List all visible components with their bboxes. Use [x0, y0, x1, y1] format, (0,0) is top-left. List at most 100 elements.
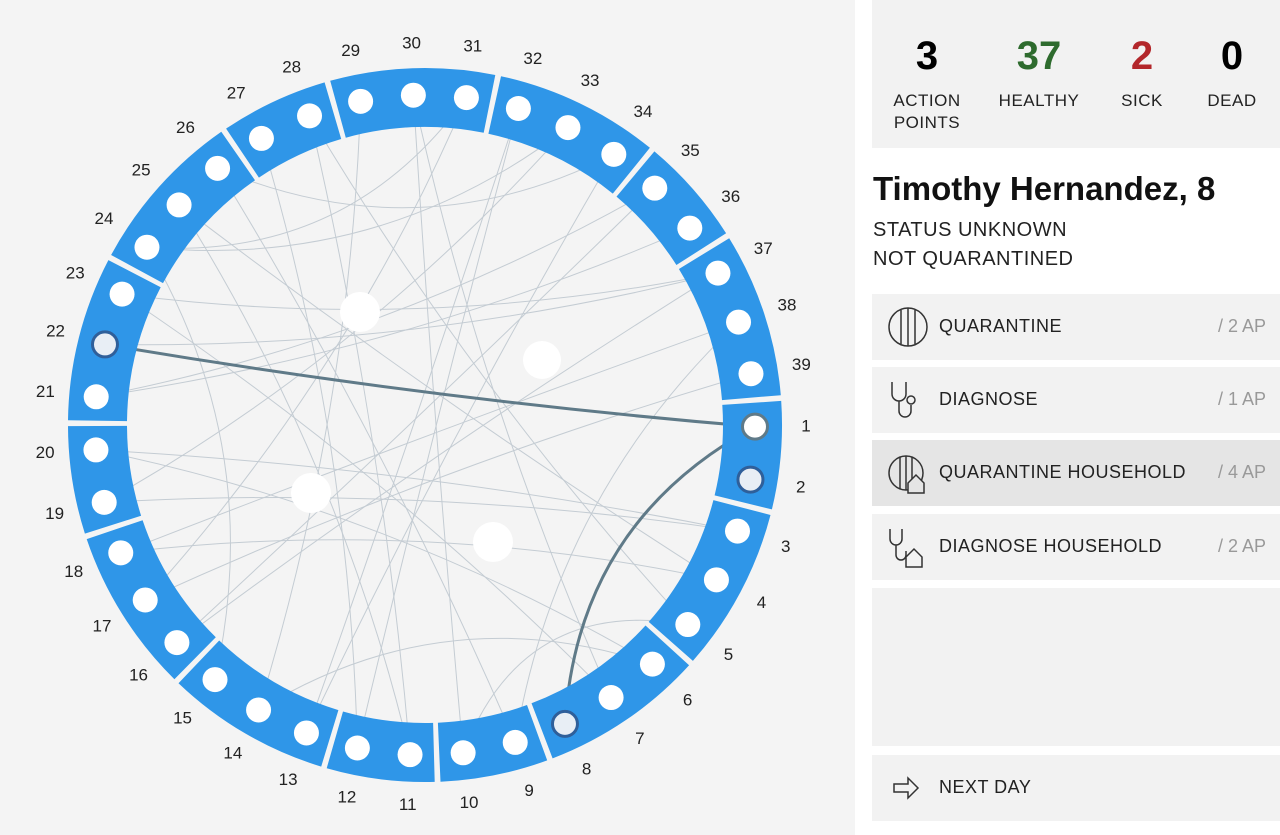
person-node[interactable] — [397, 742, 423, 768]
person-node[interactable] — [91, 489, 117, 515]
blob — [291, 473, 331, 513]
edge — [178, 204, 411, 755]
person-node[interactable] — [348, 88, 374, 114]
person-node[interactable] — [453, 85, 479, 111]
edge — [462, 619, 688, 753]
person-node[interactable] — [705, 260, 731, 286]
person-node[interactable] — [132, 587, 158, 613]
person-node[interactable] — [90, 330, 119, 359]
edge — [120, 321, 739, 554]
edge — [96, 227, 691, 398]
contact-edge — [104, 342, 756, 429]
action-label: DIAGNOSE — [939, 389, 1039, 409]
person-node[interactable] — [134, 234, 160, 260]
next-day-button[interactable]: NEXT DAY — [872, 755, 1280, 821]
action-label: QUARANTINE HOUSEHOLD — [939, 462, 1187, 482]
node-label: 21 — [36, 382, 55, 401]
edge — [121, 272, 719, 310]
stat-label: SICK — [1121, 91, 1163, 110]
edge — [104, 496, 738, 532]
person-node[interactable] — [246, 697, 272, 723]
node-label: 12 — [337, 787, 356, 806]
edge — [146, 127, 569, 252]
node-label: 39 — [792, 355, 811, 374]
person-node[interactable] — [505, 95, 531, 121]
board-bg — [0, 0, 855, 835]
person-node[interactable] — [677, 215, 703, 241]
node-label: 8 — [582, 760, 591, 779]
person-quarantine: NOT QUARANTINED — [873, 248, 1074, 270]
stat: 2 SICK — [1087, 34, 1197, 112]
person-node[interactable] — [450, 740, 476, 766]
person-node[interactable] — [248, 125, 274, 151]
node-label: 37 — [754, 239, 773, 258]
person-node[interactable] — [736, 465, 765, 494]
person-node[interactable] — [297, 103, 323, 129]
action-cost: / 1 AP — [1217, 389, 1266, 409]
node-label: 26 — [176, 118, 195, 137]
person-node[interactable] — [598, 685, 624, 711]
stat: 37 HEALTHY — [984, 34, 1094, 112]
person-node[interactable] — [601, 141, 627, 167]
icon — [893, 776, 920, 800]
person-node[interactable] — [83, 437, 109, 463]
node-label: 7 — [635, 729, 644, 748]
node-label: 20 — [36, 443, 55, 462]
node-label: 23 — [66, 263, 85, 282]
person-node[interactable] — [724, 518, 750, 544]
node-label: 10 — [460, 793, 479, 812]
person-node[interactable] — [344, 735, 370, 761]
edge — [258, 101, 362, 711]
edges — [95, 95, 756, 755]
person-node[interactable] — [205, 155, 231, 181]
node-label: 38 — [778, 296, 797, 315]
node-label: 16 — [129, 666, 148, 685]
action-button[interactable]: DIAGNOSE HOUSEHOLD / 2 AP — [872, 514, 1280, 580]
contact-edge — [563, 425, 756, 724]
person-node[interactable] — [639, 651, 665, 677]
node-label: 13 — [279, 770, 298, 789]
person-node[interactable] — [293, 720, 319, 746]
action-button[interactable]: QUARANTINE / 2 AP — [872, 294, 1280, 360]
action-button[interactable]: QUARANTINE HOUSEHOLD / 4 AP — [872, 440, 1280, 506]
stat-value: 3 — [915, 34, 939, 78]
person-status: STATUS UNKNOWN — [873, 219, 1068, 241]
node-label: 32 — [523, 49, 542, 68]
person-node[interactable] — [83, 384, 109, 410]
edge — [103, 127, 569, 503]
icon — [888, 455, 925, 494]
node-label: 18 — [64, 562, 83, 581]
stat: 0 DEAD — [1177, 34, 1280, 112]
node-label: 29 — [341, 41, 360, 60]
person-node[interactable] — [202, 667, 228, 693]
edge — [145, 373, 752, 601]
node-label: 5 — [724, 645, 733, 664]
board: 1234567891011121314151617181920212223242… — [0, 0, 855, 835]
person-node[interactable] — [550, 709, 579, 738]
person-node[interactable] — [740, 412, 769, 441]
person-node[interactable] — [164, 630, 190, 656]
action-label: DIAGNOSE HOUSEHOLD — [939, 536, 1163, 556]
person-node[interactable] — [738, 361, 764, 387]
action-button[interactable]: DIAGNOSE / 1 AP — [872, 367, 1280, 433]
node-label: 6 — [683, 691, 692, 710]
edge — [309, 115, 411, 755]
action-cost: / 4 AP — [1217, 462, 1266, 482]
edge — [412, 95, 464, 753]
person-node[interactable] — [675, 612, 701, 638]
edge — [120, 539, 717, 581]
node-label: 33 — [581, 71, 600, 90]
person-node[interactable] — [400, 82, 426, 108]
person-node[interactable] — [166, 192, 192, 218]
node-label: 28 — [282, 58, 301, 77]
person-node[interactable] — [502, 729, 528, 755]
person-node[interactable] — [108, 540, 134, 566]
icon — [889, 529, 923, 568]
stat: 3 ACTION POINTS — [872, 34, 982, 134]
person-node[interactable] — [726, 309, 752, 335]
blob — [340, 292, 380, 332]
person-node[interactable] — [555, 115, 581, 141]
person-node[interactable] — [703, 567, 729, 593]
person-node[interactable] — [642, 175, 668, 201]
person-node[interactable] — [109, 281, 135, 307]
